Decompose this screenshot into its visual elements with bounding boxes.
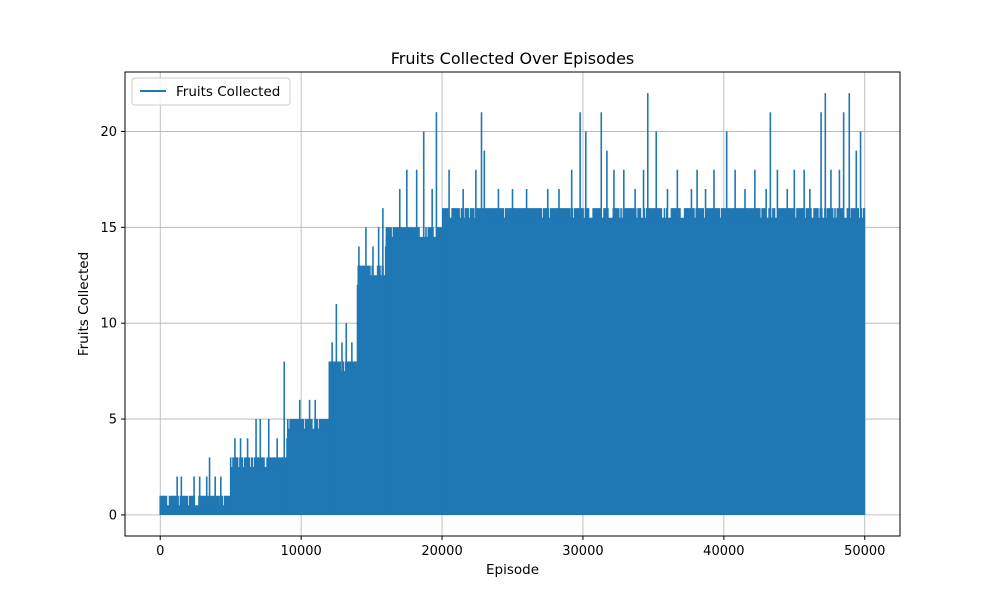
y-tick-label: 20 [100, 125, 117, 140]
series-band [385, 236, 443, 515]
x-tick-label: 30000 [562, 544, 603, 559]
x-tick-label: 40000 [703, 544, 744, 559]
series-band [329, 371, 358, 515]
y-axis-title: Fruits Collected [76, 252, 92, 356]
series-band [442, 217, 865, 515]
plot-frame [124, 71, 901, 537]
series-band [287, 428, 330, 515]
axis-ticks: 0 10000 20000 30000 40000 50000 0 5 10 15 20 [100, 125, 885, 559]
series-band [160, 505, 231, 515]
y-tick-label: 0 [109, 508, 117, 523]
series-band [230, 466, 288, 515]
x-tick-label: 50000 [844, 544, 885, 559]
legend-frame [131, 77, 291, 106]
x-tick-label: 20000 [421, 544, 462, 559]
x-axis-title: Episode [486, 562, 539, 578]
legend-label: Fruits Collected [176, 84, 280, 100]
data-series [159, 93, 866, 515]
y-tick-label: 15 [100, 221, 117, 236]
chart-title: Fruits Collected Over Episodes [391, 49, 635, 68]
x-tick-label: 0 [156, 544, 164, 559]
x-tick-label: 10000 [280, 544, 321, 559]
legend: Fruits Collected [131, 77, 291, 106]
y-tick-label: 5 [109, 413, 117, 428]
y-tick-label: 10 [100, 317, 117, 332]
series-band [357, 275, 386, 515]
